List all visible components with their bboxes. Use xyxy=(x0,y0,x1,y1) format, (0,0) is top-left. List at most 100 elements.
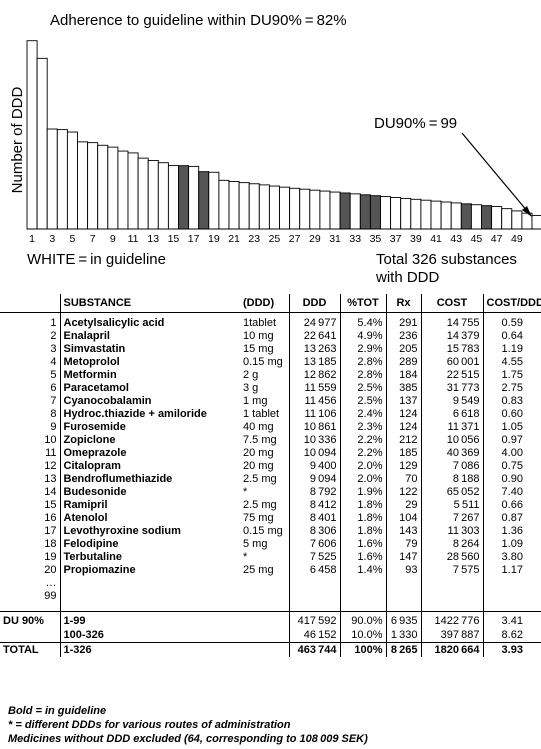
row-index: 18 xyxy=(44,538,57,550)
bar-5 xyxy=(66,131,78,230)
last-index-row-text: 99 xyxy=(44,590,57,602)
x-tick-label: 25 xyxy=(269,233,281,245)
rx-value: 137 xyxy=(385,395,421,408)
bar-6 xyxy=(77,141,89,230)
empty-cell xyxy=(240,590,289,603)
ddd-unit: 0.15 mg xyxy=(243,525,283,537)
empty-cell xyxy=(288,590,340,603)
ddd-unit: 75 mg xyxy=(243,512,274,524)
table-header-row: SUBSTANCE (DDD) DDD %TOT Rx COST COST/DD… xyxy=(0,294,541,313)
x-tick-label: 11 xyxy=(128,233,139,245)
rx-value: 122 xyxy=(385,486,421,499)
substance-name: Zopiclone xyxy=(59,434,240,447)
x-tick-label: 49 xyxy=(511,233,523,245)
substance-name: Cyanocobalamin xyxy=(59,395,240,408)
rx-value: 236 xyxy=(385,330,421,343)
table-row: 12 Citalopram 20 mg 9 400 2.0% 129 7 086 0.75 xyxy=(0,460,541,473)
bar-26 xyxy=(279,186,291,230)
rx-value: 70 xyxy=(385,473,421,486)
bar-33 xyxy=(349,193,361,230)
du90-rx: 1 330 xyxy=(385,628,421,642)
pct-tot: 2.2% xyxy=(339,434,386,447)
bar-32 xyxy=(339,192,351,230)
cost-value: 40 369 xyxy=(420,447,483,460)
header-pct-tot: %TOT xyxy=(339,294,386,313)
bar-10 xyxy=(117,150,129,230)
substance-name: Acetylsalicylic acid xyxy=(59,312,240,330)
pct-tot: 5.4% xyxy=(339,312,386,330)
rx-value: 289 xyxy=(385,356,421,369)
table-row: 20 Propiomazine 25 mg 6 458 1.4% 93 7 575 1.17 xyxy=(0,564,541,577)
row-index: 2 xyxy=(50,330,57,342)
row-index: 14 xyxy=(44,486,57,498)
table-row: 6 Paracetamol 3 g 11 559 2.5% 385 31 773 2.75 xyxy=(0,382,541,395)
bar-13 xyxy=(147,159,159,230)
bar-37 xyxy=(390,197,402,230)
ddd-unit: * xyxy=(243,551,248,563)
cost-value: 9 549 xyxy=(420,395,483,408)
cost-value: 8 188 xyxy=(420,473,483,486)
bar-30 xyxy=(319,190,331,230)
pct-tot: 2.3% xyxy=(339,421,386,434)
du90-range: 100-326 xyxy=(59,628,289,642)
bar-35 xyxy=(369,195,381,230)
total-substances-line2: with DDD xyxy=(375,269,440,286)
cost-per-ddd: 0.87 xyxy=(482,512,541,525)
substance-name: Atenolol xyxy=(59,512,240,525)
header-substance: SUBSTANCE xyxy=(59,294,240,313)
row-index: 6 xyxy=(50,382,57,394)
du90-row: DU 90% 1-99 417 592 90.0% 6 935 1422 776 3.41 xyxy=(0,610,541,629)
empty-cell xyxy=(288,577,340,590)
bar-46 xyxy=(481,205,493,230)
bar-8 xyxy=(97,144,109,230)
ddd-unit: 1 tablet xyxy=(243,408,280,420)
du90-label: DU 90% xyxy=(0,610,60,629)
bar-16 xyxy=(178,165,190,230)
chart-title: Adherence to guideline within DU90% = 82… xyxy=(50,12,347,29)
bar-15 xyxy=(167,165,179,230)
bar-23 xyxy=(248,183,260,230)
row-index: 9 xyxy=(50,421,57,433)
bar-27 xyxy=(289,187,301,230)
ddd-unit: 40 mg xyxy=(243,421,274,433)
table-row: 5 Metformin 2 g 12 862 2.8% 184 22 515 1.75 xyxy=(0,369,541,382)
cost-value: 7 267 xyxy=(420,512,483,525)
header-cost-ddd: COST/DDD xyxy=(482,294,541,313)
empty-cell xyxy=(240,577,289,590)
bar-42 xyxy=(440,201,452,230)
rx-value: 212 xyxy=(385,434,421,447)
ddd-value: 10 861 xyxy=(288,421,340,434)
x-tick-label: 17 xyxy=(188,233,200,245)
bar-17 xyxy=(188,165,200,230)
bar-39 xyxy=(410,198,422,230)
ddd-unit: 0.15 mg xyxy=(243,356,283,368)
bar-49 xyxy=(511,210,523,230)
row-index: 16 xyxy=(44,512,57,524)
pct-tot: 1.9% xyxy=(339,486,386,499)
ddd-unit: 5 mg xyxy=(243,538,268,550)
ddd-unit: 1 mg xyxy=(243,395,268,407)
empty-cell xyxy=(385,590,421,603)
row-index: 13 xyxy=(44,473,57,485)
du90-rx: 6 935 xyxy=(385,610,421,629)
row-index: 4 xyxy=(50,356,57,368)
bars-group xyxy=(26,40,541,230)
du90-ddd: 46 152 xyxy=(288,628,340,642)
ddd-value: 8 401 xyxy=(288,512,340,525)
table-row: 3 Simvastatin 15 mg 13 263 2.9% 205 15 783 1.19 xyxy=(0,343,541,356)
bar-2 xyxy=(36,57,48,230)
bar-25 xyxy=(268,185,280,230)
du90-label xyxy=(0,629,60,643)
bar-36 xyxy=(380,196,392,230)
empty-cell xyxy=(339,577,386,590)
empty-cell xyxy=(240,603,289,611)
table-row: 7 Cyanocobalamin 1 mg 11 456 2.5% 137 9 549 0.8… xyxy=(0,395,541,408)
pct-tot: 1.6% xyxy=(339,551,386,564)
cost-value: 60 001 xyxy=(420,356,483,369)
cost-value: 7 575 xyxy=(420,564,483,577)
rx-value: 124 xyxy=(385,408,421,421)
empty-cell xyxy=(59,590,240,603)
header-cost: COST xyxy=(420,294,483,313)
bar-11 xyxy=(127,152,139,230)
x-tick-label: 13 xyxy=(147,233,159,245)
